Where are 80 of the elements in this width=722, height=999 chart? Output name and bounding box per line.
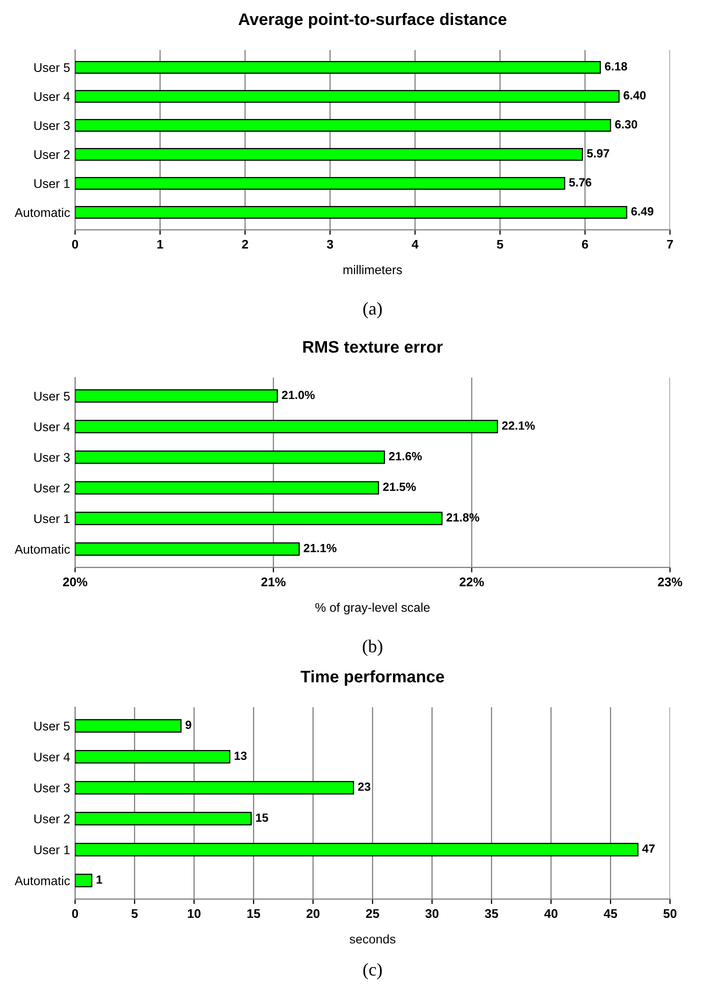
x-tick-label: 0 xyxy=(72,240,78,249)
y-tick-label: User 5 xyxy=(34,392,70,401)
y-tick-label: Automatic xyxy=(14,208,70,218)
data-label: 5.97 xyxy=(587,149,610,158)
x-tick-label: 21% xyxy=(261,577,286,586)
bar xyxy=(75,119,612,132)
bar xyxy=(75,812,252,826)
data-label: 47 xyxy=(642,844,655,853)
x-tick-label: 1 xyxy=(157,240,164,249)
data-label: 9 xyxy=(186,720,192,730)
data-label: 21.6% xyxy=(389,452,422,460)
y-tick-label: User 4 xyxy=(34,92,70,102)
y-tick-label: User 3 xyxy=(34,453,70,462)
data-label: 21.8% xyxy=(446,513,480,522)
data-label: 22.1% xyxy=(502,421,535,430)
x-axis-title: millimeters xyxy=(344,265,402,274)
x-tick-label: 6 xyxy=(582,240,588,249)
y-tick-label: Automatic xyxy=(14,876,70,886)
x-tick-label: 22% xyxy=(460,577,484,586)
x-tick-label: 30 xyxy=(425,909,438,918)
y-tick-label: User 5 xyxy=(34,722,70,731)
bar xyxy=(75,90,620,103)
y-tick-label: User 2 xyxy=(34,150,70,160)
y-tick-label: User 1 xyxy=(34,846,70,854)
data-label: 6.40 xyxy=(624,91,646,100)
y-tick-label: User 2 xyxy=(34,814,70,824)
bar xyxy=(75,177,566,190)
x-tick-label: 4 xyxy=(412,240,418,249)
bar xyxy=(75,780,354,794)
bar xyxy=(75,206,628,219)
data-label: 1 xyxy=(96,875,102,884)
y-tick-label: Automatic xyxy=(14,544,70,554)
chart-title: Average point-to-surface distance xyxy=(238,12,506,28)
x-tick-label: 7 xyxy=(667,240,673,249)
x-tick-label: 25 xyxy=(366,909,380,918)
x-tick-label: 5 xyxy=(496,240,504,249)
y-tick-label: User 1 xyxy=(34,514,70,524)
data-label: 21.5% xyxy=(383,482,416,492)
y-tick-label: User 1 xyxy=(34,179,70,188)
x-tick-label: 40 xyxy=(544,909,558,918)
y-tick-label: User 4 xyxy=(34,422,70,432)
data-label: 6.49 xyxy=(631,207,654,216)
text: (c) xyxy=(363,962,382,980)
bar xyxy=(75,874,92,888)
bar xyxy=(75,750,230,764)
y-tick-label: User 3 xyxy=(34,121,70,130)
bar xyxy=(75,842,638,856)
y-tick-label: User 2 xyxy=(34,484,70,492)
y-tick-label: User 3 xyxy=(34,784,70,792)
bar xyxy=(75,148,584,161)
x-tick-label: 2 xyxy=(242,240,248,249)
x-axis-title: seconds xyxy=(350,934,396,944)
x-tick-label: 45 xyxy=(604,909,618,918)
text: (a) xyxy=(363,302,382,318)
data-label: 21.0% xyxy=(282,390,315,400)
y-tick-label: User 5 xyxy=(34,63,70,72)
data-label: 6.18 xyxy=(604,62,628,71)
x-tick-label: 3 xyxy=(326,240,334,249)
text: (b) xyxy=(362,640,382,656)
x-axis-title: % of gray-level scale xyxy=(315,602,430,614)
data-label: 15 xyxy=(256,814,268,822)
x-tick-label: 5 xyxy=(131,909,138,918)
data-label: 5.76 xyxy=(569,178,592,187)
chart-title: Time performance xyxy=(300,670,444,686)
x-tick-label: 0 xyxy=(72,909,78,918)
chart-title: RMS texture error xyxy=(303,340,443,353)
bar xyxy=(75,719,182,733)
x-tick-label: 20% xyxy=(63,577,88,586)
x-tick-label: 10 xyxy=(188,909,201,918)
x-tick-label: 20 xyxy=(306,909,320,918)
bar xyxy=(75,60,601,74)
data-label: 21.1% xyxy=(304,544,337,552)
data-label: 13 xyxy=(234,752,247,760)
x-tick-label: 15 xyxy=(247,909,260,918)
x-tick-label: 35 xyxy=(484,909,498,918)
y-tick-label: User 4 xyxy=(34,752,70,762)
data-label: 6.30 xyxy=(615,120,638,129)
x-tick-label: 23% xyxy=(658,577,682,586)
data-label: 23 xyxy=(358,782,370,791)
x-tick-label: 50 xyxy=(663,909,676,918)
